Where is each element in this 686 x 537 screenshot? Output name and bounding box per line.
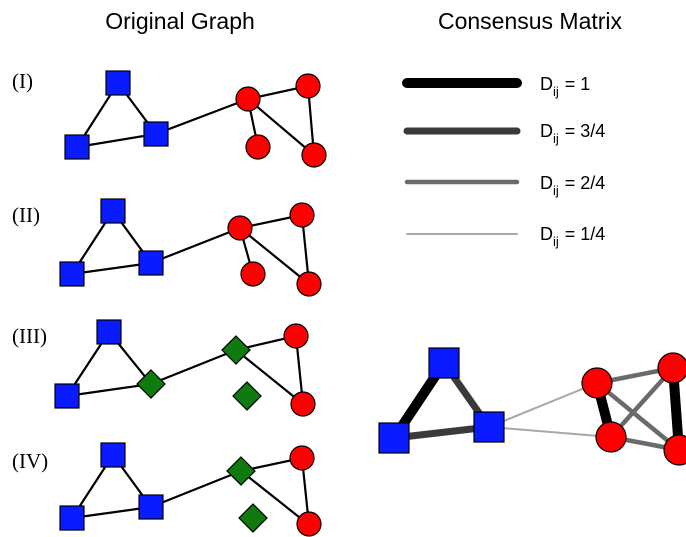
circle-node (245, 134, 271, 160)
circle-node (240, 261, 266, 287)
circle-node (657, 352, 686, 384)
square-node (473, 411, 505, 443)
graph-panel-i (64, 70, 327, 168)
square-node (105, 70, 131, 96)
circle-node (227, 215, 253, 241)
square-node (138, 250, 164, 276)
square-node (100, 442, 126, 468)
circle-node (296, 271, 322, 297)
consensus-edge (393, 423, 490, 442)
circle-node (283, 323, 309, 349)
square-node (54, 383, 80, 409)
edge (150, 469, 242, 509)
diamond-node (238, 503, 268, 533)
consensus-matrix-title: Consensus Matrix (438, 8, 623, 34)
square-node (59, 261, 85, 287)
edge (66, 382, 152, 398)
edge (150, 348, 237, 386)
edge (150, 226, 241, 265)
panel-label-i: (I) (12, 69, 33, 93)
square-node (428, 347, 460, 379)
square-node (378, 422, 410, 454)
square-node (138, 494, 164, 520)
edge (239, 227, 310, 285)
edge (155, 97, 249, 136)
graph-panel-iv (59, 442, 322, 537)
edge (71, 261, 152, 276)
diamond-node (226, 456, 256, 486)
consensus-graph (378, 347, 686, 466)
edge (247, 98, 315, 156)
diamond-node (232, 381, 262, 411)
circle-node (289, 202, 315, 228)
consensus-edge (488, 382, 598, 428)
edge (76, 132, 157, 149)
panel-label-iv: (IV) (12, 449, 48, 473)
graph-panel-iii (54, 319, 316, 417)
circle-node (301, 142, 327, 168)
diamond-node (221, 335, 251, 365)
consensus-edge (595, 381, 681, 452)
edge (235, 349, 304, 405)
panel-label-iii: (III) (12, 324, 47, 348)
consensus-edge (488, 426, 612, 438)
original-graph-title: Original Graph (105, 8, 255, 34)
circle-node (289, 445, 315, 471)
panel-label-ii: (II) (12, 203, 40, 227)
square-node (100, 198, 126, 224)
edge (240, 470, 310, 526)
circle-node (595, 421, 627, 453)
legend-label-2-4: Dij = 2/4 (540, 173, 605, 198)
edge (71, 505, 152, 520)
square-node (64, 134, 90, 160)
circle-node (295, 73, 321, 99)
square-node (59, 505, 85, 531)
circle-node (581, 367, 613, 399)
legend-label-1-4: Dij = 1/4 (540, 224, 605, 249)
legend: Dij = 1 Dij = 3/4 Dij = 2/4 Dij = 1/4 (402, 74, 605, 249)
circle-node (296, 511, 322, 537)
legend-label-3-4: Dij = 3/4 (540, 121, 605, 146)
square-node (96, 319, 122, 345)
circle-node (663, 434, 686, 466)
diamond-node (136, 369, 166, 399)
circle-node (290, 391, 316, 417)
legend-label-1: Dij = 1 (540, 74, 590, 99)
circle-node (235, 86, 261, 112)
square-node (143, 121, 169, 147)
graph-panel-ii (59, 198, 322, 297)
